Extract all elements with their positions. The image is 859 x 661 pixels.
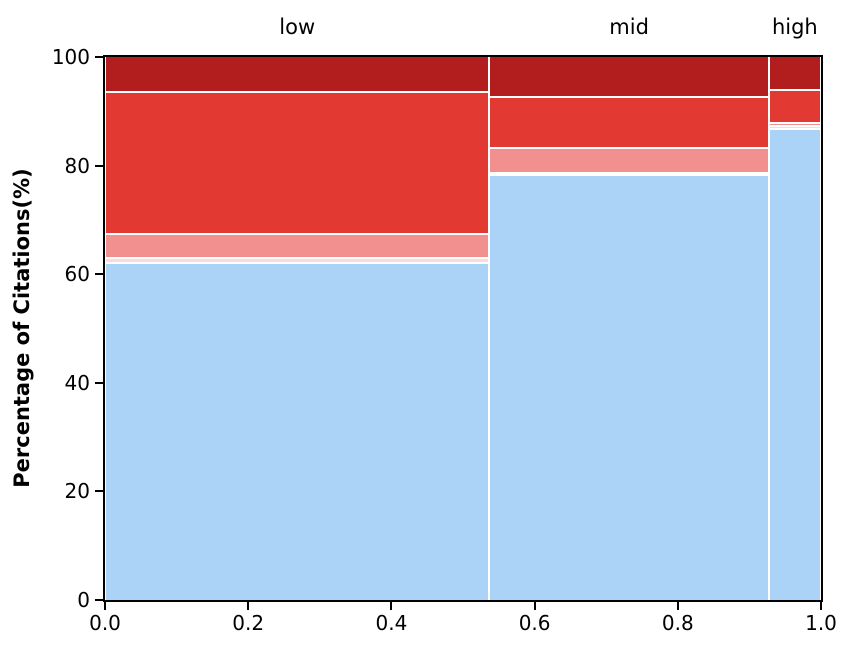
segment-tier-salmon-high [769, 121, 820, 126]
y-tick-mark-80 [95, 164, 103, 167]
mosaic-column-high [768, 57, 821, 600]
y-tick-mark-40 [95, 381, 103, 384]
y-tick-label-100: 100 [51, 45, 90, 69]
column-label-high: high [771, 15, 818, 39]
segment-tier-salmon-mid [490, 146, 768, 172]
y-axis-label: Percentage of Citations(%) [10, 168, 34, 488]
segment-tier-light-pink-low [106, 256, 489, 263]
segment-tier-light-pink-high [769, 125, 820, 129]
y-tick-label-80: 80 [64, 153, 90, 178]
x-tick-mark-0.8 [676, 602, 679, 610]
x-tick-label-0.4: 0.4 [375, 611, 408, 635]
column-label-low: low [279, 15, 316, 39]
x-tick-label-0.0: 0.0 [89, 611, 121, 635]
y-tick-label-0: 0 [77, 588, 90, 612]
segment-tier-dark-red-low [106, 57, 489, 91]
x-tick-label-0.2: 0.2 [232, 611, 265, 635]
segment-tier-red-high [769, 89, 820, 122]
segment-tier-dark-red-high [769, 57, 820, 90]
plot-area [103, 55, 823, 602]
segment-tier-red-low [106, 90, 489, 233]
segment-tier-salmon-low [106, 232, 489, 257]
mosaic-column-low [105, 57, 490, 600]
plot-inner [105, 57, 821, 600]
x-tick-label-0.8: 0.8 [661, 611, 694, 635]
x-tick-mark-0.4 [390, 602, 393, 610]
segment-tier-dark-red-mid [490, 57, 768, 97]
segment-tier-red-mid [490, 96, 768, 147]
x-tick-label-0.6: 0.6 [518, 611, 551, 635]
y-tick-mark-100 [95, 56, 103, 58]
y-tick-mark-0 [95, 599, 103, 601]
mosaic-column-mid [489, 57, 769, 600]
x-tick-mark-0.0 [104, 602, 106, 610]
y-tick-mark-20 [95, 490, 103, 493]
x-tick-mark-1.0 [820, 602, 822, 610]
column-label-mid: mid [609, 15, 649, 39]
y-tick-label-40: 40 [64, 370, 90, 395]
y-tick-label-20: 20 [64, 479, 90, 504]
segment-tier-light-pink-mid [490, 171, 768, 175]
x-tick-label-1.0: 1.0 [805, 611, 837, 635]
segment-tier-light-blue-low [106, 262, 489, 600]
x-tick-mark-0.2 [247, 602, 250, 610]
x-tick-mark-0.6 [533, 602, 536, 610]
y-tick-mark-60 [95, 273, 103, 276]
y-tick-label-60: 60 [64, 262, 90, 287]
segment-tier-light-blue-high [769, 128, 820, 600]
segment-tier-light-blue-mid [490, 174, 768, 600]
